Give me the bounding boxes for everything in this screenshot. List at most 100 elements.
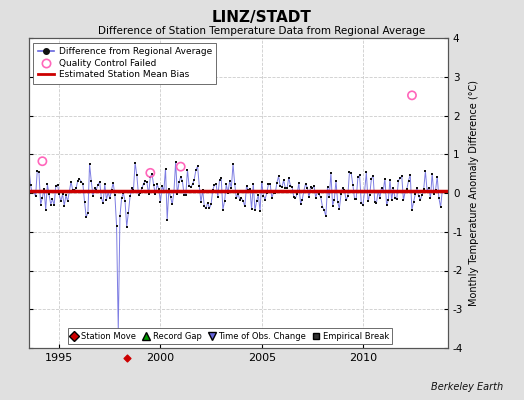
Point [369, 172, 377, 179]
Point [67, 178, 75, 185]
Point [55, 191, 63, 198]
Point [364, 198, 372, 205]
Point [69, 187, 77, 193]
Point [387, 197, 396, 203]
Point [278, 184, 286, 190]
Point [293, 191, 301, 197]
Point [19, 189, 28, 195]
Point [381, 175, 389, 182]
Point [229, 161, 237, 167]
Point [361, 188, 369, 194]
Point [190, 176, 199, 183]
Point [75, 176, 84, 182]
Point [409, 198, 418, 205]
Point [58, 191, 67, 197]
Point [394, 178, 402, 184]
Point [60, 202, 69, 209]
Point [97, 195, 105, 202]
Point [370, 198, 379, 205]
Point [347, 170, 355, 176]
Point [333, 199, 342, 205]
Point [225, 178, 234, 184]
Legend: Station Move, Record Gap, Time of Obs. Change, Empirical Break: Station Move, Record Gap, Time of Obs. C… [68, 328, 392, 344]
Point [249, 181, 257, 187]
Point [286, 182, 294, 189]
Point [205, 205, 214, 211]
Point [312, 194, 320, 201]
Point [148, 171, 156, 177]
Point [138, 185, 146, 192]
Point [167, 194, 175, 200]
Point [399, 197, 408, 204]
Point [112, 223, 121, 229]
Point [195, 183, 203, 189]
Point [246, 186, 254, 192]
Point [26, 181, 35, 188]
Point [28, 190, 36, 196]
Point [178, 178, 187, 184]
Point [332, 178, 340, 184]
Point [107, 187, 116, 193]
Point [209, 187, 217, 193]
Point [263, 190, 271, 196]
Point [70, 187, 79, 194]
Point [402, 186, 411, 192]
Point [136, 190, 145, 196]
Point [281, 185, 290, 191]
Point [300, 188, 308, 194]
Point [129, 187, 138, 193]
Point [141, 178, 149, 184]
Point [91, 184, 99, 191]
Point [435, 195, 443, 201]
Point [424, 184, 433, 191]
Point [254, 192, 263, 198]
Point [65, 188, 73, 195]
Point [101, 181, 109, 187]
Point [106, 195, 114, 202]
Text: LINZ/STADT: LINZ/STADT [212, 10, 312, 25]
Point [72, 185, 80, 192]
Point [242, 183, 250, 189]
Point [50, 202, 58, 208]
Point [37, 201, 45, 208]
Point [153, 181, 161, 188]
Point [165, 186, 173, 192]
Text: Berkeley Earth: Berkeley Earth [431, 382, 503, 392]
Point [193, 163, 202, 170]
Point [99, 200, 107, 206]
Point [146, 170, 155, 176]
Point [291, 195, 300, 202]
Point [288, 184, 296, 190]
Point [222, 181, 231, 188]
Point [322, 213, 330, 219]
Point [428, 170, 436, 177]
Point [237, 195, 246, 202]
Point [335, 205, 344, 212]
Point [383, 202, 391, 208]
Point [256, 208, 264, 214]
Point [127, 185, 136, 191]
Point [408, 92, 416, 98]
Point [298, 196, 307, 203]
Point [392, 196, 401, 203]
Point [411, 191, 420, 198]
Point [163, 217, 171, 223]
Point [339, 184, 347, 191]
Point [406, 172, 414, 178]
Point [104, 189, 112, 196]
Point [355, 172, 364, 179]
Point [345, 169, 354, 175]
Point [307, 184, 315, 190]
Point [420, 186, 428, 192]
Point [366, 191, 374, 198]
Point [261, 196, 269, 203]
Point [231, 181, 239, 187]
Point [414, 193, 423, 199]
Point [376, 194, 384, 201]
Point [77, 178, 85, 185]
Y-axis label: Monthly Temperature Anomaly Difference (°C): Monthly Temperature Anomaly Difference (… [469, 80, 479, 306]
Point [362, 169, 370, 176]
Point [156, 199, 165, 205]
Point [329, 202, 337, 209]
Point [303, 184, 311, 191]
